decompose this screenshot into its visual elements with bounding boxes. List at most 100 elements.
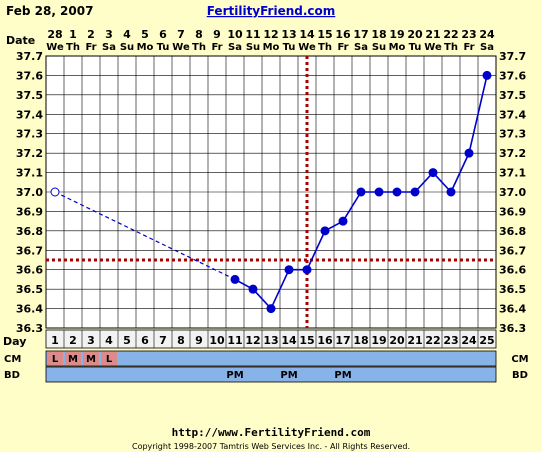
date-label: 16	[335, 28, 351, 41]
date-label: 17	[353, 28, 368, 41]
y-tick-label-right: 36.5	[499, 283, 526, 296]
bd-row-label: BD	[4, 370, 20, 381]
date-label: 1	[69, 28, 77, 41]
cm-value: M	[86, 354, 96, 365]
temperature-point	[338, 216, 348, 226]
date-label: 14	[299, 28, 315, 41]
y-tick-label-left: 37.4	[16, 108, 43, 121]
temperature-point	[356, 187, 366, 197]
date-label: 6	[159, 28, 167, 41]
weekday-label: Th	[318, 42, 332, 53]
temperature-line-segment	[54, 191, 236, 280]
date-label: 12	[263, 28, 278, 41]
temperature-point	[302, 265, 312, 275]
weekday-label: Mo	[389, 42, 406, 53]
date-label: 11	[245, 28, 260, 41]
day-number-label: 10	[209, 334, 225, 347]
weekday-label: We	[172, 42, 190, 53]
date-label: 4	[123, 28, 131, 41]
y-tick-label-left: 37.3	[16, 128, 43, 141]
date-label: 9	[213, 28, 221, 41]
date-label: 13	[281, 28, 296, 41]
y-tick-label-right: 36.4	[499, 303, 526, 316]
date-label: 20	[407, 28, 423, 41]
day-number-label: 15	[299, 334, 314, 347]
temperature-line-segment	[270, 269, 290, 309]
day-number-label: 3	[87, 334, 95, 347]
day-number-label: 22	[425, 334, 440, 347]
date-label: 24	[479, 28, 495, 41]
y-tick-label-right: 37.6	[499, 69, 526, 82]
day-number-label: 1	[51, 334, 59, 347]
cm-row-label-right: CM	[511, 354, 528, 365]
y-tick-label-right: 37.2	[499, 147, 526, 160]
y-tick-label-right: 36.3	[499, 322, 526, 335]
y-tick-label-right: 36.6	[499, 264, 526, 277]
weekday-label: Th	[66, 42, 80, 53]
y-tick-label-left: 37.6	[16, 69, 43, 82]
temperature-point	[446, 187, 456, 197]
y-tick-label-left: 36.5	[16, 283, 43, 296]
bd-value: PM	[280, 370, 297, 381]
date-label: 19	[389, 28, 404, 41]
site-title-link[interactable]: FertilityFriend.com	[207, 4, 336, 18]
y-tick-label-left: 36.6	[16, 264, 43, 277]
day-number-label: 14	[281, 334, 297, 347]
day-number-label: 16	[317, 334, 333, 347]
footer-copyright: Copyright 1998-2007 Tamtris Web Services…	[132, 442, 410, 451]
temperature-point	[392, 187, 402, 197]
weekday-label: Mo	[263, 42, 280, 53]
day-row	[45, 329, 497, 349]
cm-cell	[101, 352, 117, 365]
y-tick-label-left: 36.9	[16, 205, 43, 218]
weekday-label: Su	[372, 42, 386, 53]
y-tick-label-left: 37.0	[16, 186, 43, 199]
date-label: 21	[425, 28, 440, 41]
day-number-label: 2	[69, 334, 77, 347]
y-tick-label-right: 36.9	[499, 205, 526, 218]
weekday-label: We	[424, 42, 442, 53]
temperature-line-segment	[306, 230, 326, 271]
temperature-point-open	[50, 187, 60, 197]
y-tick-label-right: 37.1	[499, 167, 526, 180]
weekday-label: Su	[120, 42, 134, 53]
weekday-label: Mo	[137, 42, 154, 53]
cm-cell	[83, 352, 99, 365]
y-tick-label-right: 36.8	[499, 225, 526, 238]
cm-value: L	[106, 354, 113, 365]
day-number-label: 24	[461, 334, 477, 347]
weekday-label: Th	[192, 42, 206, 53]
day-number-label: 18	[353, 334, 368, 347]
day-number-label: 25	[479, 334, 494, 347]
day-number-label: 5	[123, 334, 131, 347]
cm-row-label: CM	[4, 354, 21, 365]
weekday-label: Sa	[354, 42, 368, 53]
temperature-point	[482, 70, 492, 80]
weekday-label: Sa	[228, 42, 242, 53]
temperature-point	[230, 274, 240, 284]
cm-cell	[65, 352, 81, 365]
y-tick-label-right: 37.5	[499, 89, 526, 102]
day-number-label: 4	[105, 334, 113, 347]
cm-value: M	[68, 354, 78, 365]
y-tick-label-left: 37.5	[16, 89, 43, 102]
bd-row	[45, 366, 497, 383]
weekday-label: Th	[444, 42, 458, 53]
y-tick-label-right: 37.0	[499, 186, 526, 199]
day-number-label: 11	[227, 334, 242, 347]
weekday-label: Sa	[480, 42, 494, 53]
footer-url[interactable]: http://www.FertilityFriend.com	[172, 426, 371, 439]
temperature-line-segment	[450, 152, 470, 193]
day-number-label: 6	[141, 334, 149, 347]
weekday-label: We	[46, 42, 64, 53]
date-label: 10	[227, 28, 243, 41]
date-label: 22	[443, 28, 458, 41]
temperature-point	[374, 187, 384, 197]
day-number-label: 12	[245, 334, 260, 347]
bd-row-label-right: BD	[512, 370, 528, 381]
cm-cell	[47, 352, 63, 365]
y-tick-label-right: 37.3	[499, 128, 526, 141]
temperature-point	[266, 304, 276, 314]
y-tick-label-left: 37.7	[16, 50, 43, 63]
